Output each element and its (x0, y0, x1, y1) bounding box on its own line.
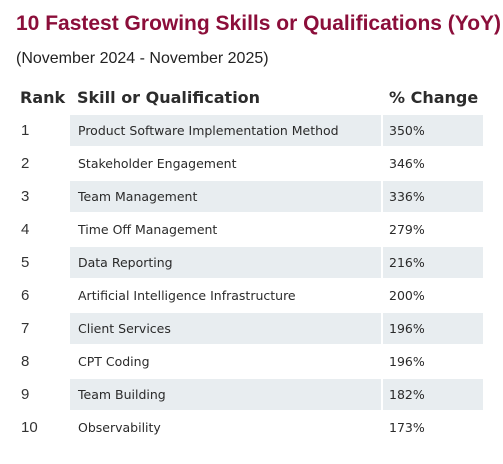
table-row: 10 Observability 173% (16, 411, 483, 444)
change-cell: 182% (383, 379, 483, 410)
skill-cell: Team Building (70, 379, 381, 410)
rank-cell: 5 (21, 254, 30, 271)
rank-cell: 8 (21, 353, 30, 370)
table-row: 2 Stakeholder Engagement 346% (16, 147, 483, 180)
rank-cell: 1 (21, 122, 30, 139)
skill-cell: Time Off Management (78, 222, 218, 237)
change-cell: 200% (389, 288, 425, 303)
table-row: 5 Data Reporting 216% (16, 246, 483, 279)
rank-cell: 6 (21, 287, 30, 304)
change-cell: 346% (389, 156, 425, 171)
table-row: 1 Product Software Implementation Method… (16, 114, 483, 147)
skill-cell: Data Reporting (70, 247, 381, 278)
skill-cell: Product Software Implementation Method (70, 115, 381, 146)
skill-cell: Stakeholder Engagement (78, 156, 237, 171)
skills-table: Rank Skill or Qualification % Change 1 P… (16, 80, 483, 444)
table-row: 8 CPT Coding 196% (16, 345, 483, 378)
table-header-row: Rank Skill or Qualification % Change (16, 80, 483, 114)
date-range-subtitle: (November 2024 - November 2025) (16, 50, 269, 67)
change-cell: 336% (383, 181, 483, 212)
change-cell: 279% (389, 222, 425, 237)
skill-cell: Team Management (70, 181, 381, 212)
table-row: 6 Artificial Intelligence Infrastructure… (16, 279, 483, 312)
table-row: 7 Client Services 196% (16, 312, 483, 345)
page-title: 10 Fastest Growing Skills or Qualificati… (16, 12, 502, 35)
change-cell: 196% (383, 313, 483, 344)
change-cell: 196% (389, 354, 425, 369)
header-rank: Rank (20, 87, 66, 107)
skill-cell: Client Services (70, 313, 381, 344)
rank-cell: 2 (21, 155, 30, 172)
skill-cell: CPT Coding (78, 354, 150, 369)
table-row: 4 Time Off Management 279% (16, 213, 483, 246)
change-cell: 173% (389, 420, 425, 435)
skill-cell: Observability (78, 420, 161, 435)
table-row: 3 Team Management 336% (16, 180, 483, 213)
rank-cell: 4 (21, 221, 30, 238)
rank-cell: 9 (21, 386, 30, 403)
rank-cell: 10 (21, 419, 38, 436)
change-cell: 350% (383, 115, 483, 146)
skill-cell: Artificial Intelligence Infrastructure (78, 288, 296, 303)
table-row: 9 Team Building 182% (16, 378, 483, 411)
rank-cell: 7 (21, 320, 30, 337)
rank-cell: 3 (21, 188, 30, 205)
change-cell: 216% (383, 247, 483, 278)
header-skill: Skill or Qualification (77, 87, 261, 107)
header-change: % Change (389, 87, 479, 107)
